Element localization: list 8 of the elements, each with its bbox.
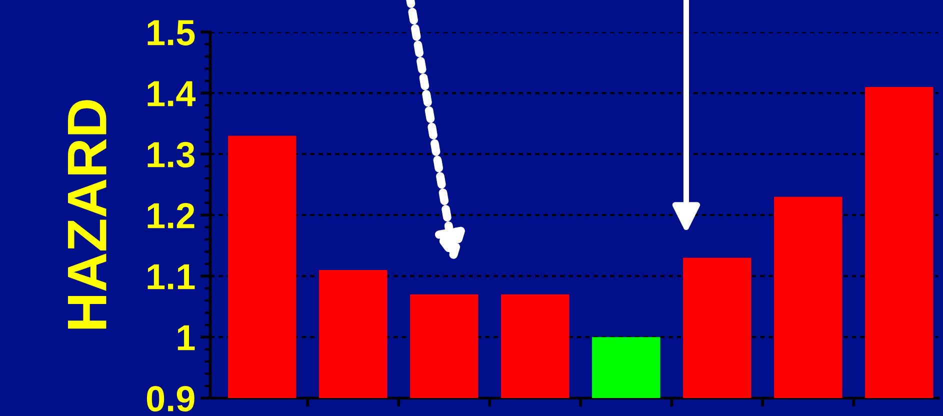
y-tick-label: 1.1: [148, 264, 195, 290]
y-tick-label: 1.5: [148, 20, 195, 46]
y-axis-title: HAZARD: [68, 100, 106, 329]
y-tick-label: 1.2: [148, 202, 194, 228]
y-tick-label: 1.3: [148, 142, 194, 168]
y-tick-label: 1: [178, 325, 195, 350]
y-tick-label: 1.4: [148, 81, 196, 106]
y-tick-label: 0.9: [146, 386, 194, 412]
